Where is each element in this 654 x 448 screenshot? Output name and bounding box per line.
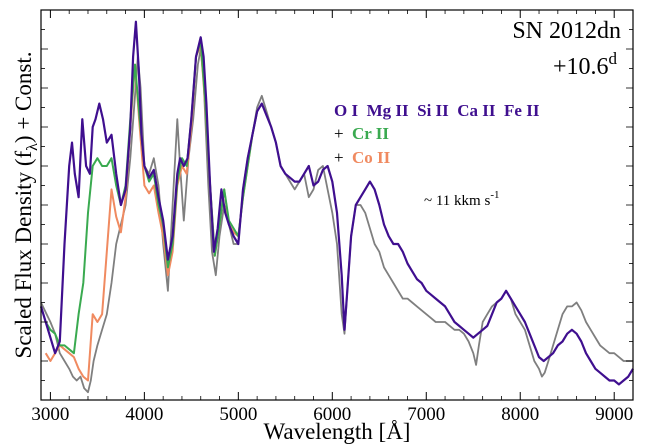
- x-tick-label: 5000: [219, 404, 257, 425]
- phase-label: +10.6d: [553, 49, 618, 80]
- x-tick-label: 9000: [595, 404, 633, 425]
- y-axis-title-subscript: λ: [24, 143, 41, 151]
- phase-value: +10.6: [553, 54, 609, 80]
- x-tick-label: 4000: [125, 404, 163, 425]
- series-line-model-cr: [44, 40, 259, 355]
- x-tick-label: 8000: [501, 404, 539, 425]
- plus-sign-cr: +: [334, 124, 344, 143]
- series-line-model-main: [39, 20, 634, 386]
- phase-superscript: d: [609, 49, 618, 68]
- velocity-value: ~ 11 kkm s: [424, 193, 490, 209]
- x-tick-label: 7000: [407, 404, 445, 425]
- series-layer: [39, 20, 634, 394]
- plot-frame: [40, 9, 634, 401]
- y-axis-title: Scaled Flux Density (fλ) + Const.: [11, 52, 41, 359]
- ions-main-label: O I Mg II Si II Ca II Fe II: [334, 101, 540, 120]
- cr-ii-label: Cr II: [352, 124, 389, 143]
- velocity-superscript: -1: [490, 189, 499, 201]
- x-tick-label: 3000: [31, 404, 69, 425]
- x-axis: 3000 4000 5000 6000 7000 8000 9000: [31, 10, 634, 425]
- y-axis-title-group: Scaled Flux Density (fλ) + Const.: [11, 52, 41, 359]
- x-tick-label: 6000: [313, 404, 351, 425]
- x-axis-title: Wavelength [Å]: [264, 419, 411, 444]
- co-ii-label: Co II: [352, 148, 391, 167]
- object-label: SN 2012dn: [512, 18, 621, 44]
- y-axis-title-main: Scaled Flux Density (f: [11, 151, 36, 359]
- plus-sign-co: +: [334, 148, 344, 167]
- velocity-label: ~ 11 kkm s-1: [424, 189, 500, 209]
- y-axis-title-tail: ) + Const.: [11, 52, 36, 144]
